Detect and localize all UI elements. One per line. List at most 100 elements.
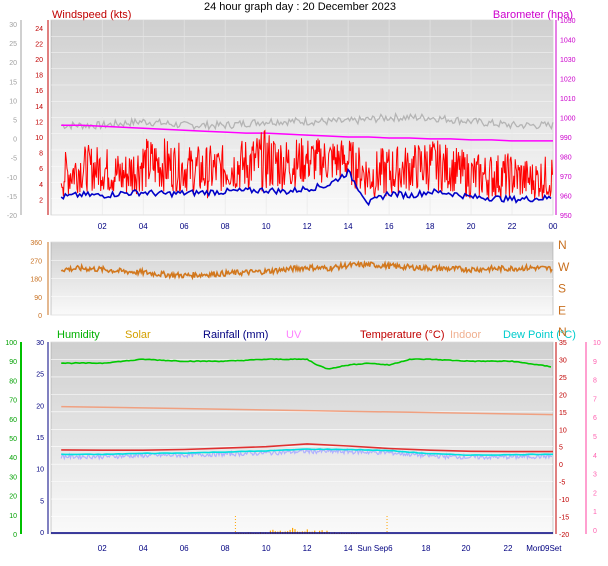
temp-x-tick-label: Sun Sep6: [357, 544, 393, 553]
uv-tick-label: 5: [593, 434, 597, 441]
wind-x-tick-label: 04: [139, 222, 148, 231]
humidity-tick-label: 70: [9, 398, 17, 405]
barometer-tick-label: 950: [560, 213, 572, 220]
wind-x-tick-label: 08: [221, 222, 230, 231]
temp-x-tick-label: 10: [262, 544, 271, 553]
legend-solar: Solar: [125, 329, 151, 341]
humidity-tick-label: 90: [9, 359, 17, 366]
direction-tick-label: 270: [30, 258, 42, 265]
windspeed-tick-label: 18: [35, 73, 43, 80]
wind-x-tick-label: 10: [262, 222, 271, 231]
temperature-tick-label: 25: [559, 375, 567, 382]
temp-x-tick-label: Mon: [526, 544, 542, 553]
rainfall-tick-label: 20: [36, 403, 44, 410]
uv-tick-label: 7: [593, 396, 597, 403]
wind-x-tick-label: 20: [467, 222, 476, 231]
temperature-tick-label: -5: [559, 480, 565, 487]
humidity-tick-label: 20: [9, 494, 17, 501]
barometer-tick-label: 960: [560, 194, 572, 201]
rainfall-tick-label: 10: [36, 467, 44, 474]
wind-outer-tick-label: 10: [9, 98, 17, 105]
uv-tick-label: 1: [593, 509, 597, 516]
barometer-tick-label: 1020: [560, 77, 576, 84]
temp-x-tick-label: 04: [139, 544, 148, 553]
windspeed-tick-label: 6: [39, 166, 43, 173]
uv-tick-label: 0: [593, 528, 597, 535]
wind-outer-tick-label: -15: [7, 194, 17, 201]
legend-indoor: Indoor: [450, 329, 482, 341]
temp-x-tick-label: 14: [344, 544, 353, 553]
chart-title: 24 hour graph day : 20 December 2023: [204, 1, 396, 13]
humidity-tick-label: 0: [13, 532, 17, 539]
barometer-tick-label: 1040: [560, 38, 576, 45]
wind-outer-tick-label: 15: [9, 79, 17, 86]
uv-tick-label: 9: [593, 359, 597, 366]
rainfall-tick-label: 15: [36, 435, 44, 442]
wind-outer-tick-label: 5: [13, 118, 17, 125]
rainfall-tick-label: 0: [40, 530, 44, 537]
humidity-tick-label: 10: [9, 513, 17, 520]
humidity-tick-label: 80: [9, 378, 17, 385]
compass-label: N: [558, 238, 567, 252]
windspeed-tick-label: 4: [39, 182, 43, 189]
temperature-tick-label: -10: [559, 497, 569, 504]
direction-tick-label: 180: [30, 277, 42, 284]
direction-tick-label: 360: [30, 240, 42, 247]
temp-x-tick-label: 18: [422, 544, 431, 553]
temp-x-tick-label: 12: [303, 544, 312, 553]
wind-x-tick-label: 12: [303, 222, 312, 231]
windspeed-tick-label: 24: [35, 26, 43, 33]
humidity-tick-label: 50: [9, 436, 17, 443]
rainfall-tick-label: 25: [36, 372, 44, 379]
legend-uv: UV: [286, 329, 302, 341]
humidity-tick-label: 100: [5, 340, 17, 347]
wind-outer-tick-label: -20: [7, 213, 17, 220]
barometer-tick-label: 980: [560, 155, 572, 162]
humidity-tick-label: 60: [9, 417, 17, 424]
windspeed-tick-label: 16: [35, 88, 43, 95]
uv-tick-label: 10: [593, 340, 601, 347]
temp-x-tick-label: 22: [504, 544, 513, 553]
temperature-tick-label: 30: [559, 357, 567, 364]
wind-x-tick-label: 16: [385, 222, 394, 231]
temperature-tick-label: 5: [559, 445, 563, 452]
temperature-tick-label: 15: [559, 410, 567, 417]
barometer-tick-label: 970: [560, 174, 572, 181]
temp-x-tick-label: 08: [221, 544, 230, 553]
legend-rainfall: Rainfall (mm): [203, 329, 268, 341]
uv-tick-label: 8: [593, 378, 597, 385]
temp-x-tick-label: 06: [180, 544, 189, 553]
wind-x-tick-label: 18: [426, 222, 435, 231]
temperature-tick-label: 0: [559, 462, 563, 469]
temp-x-tick-label: 09Set: [541, 544, 563, 553]
humidity-tick-label: 30: [9, 474, 17, 481]
barometer-tick-label: 1050: [560, 18, 576, 25]
compass-label: S: [558, 282, 566, 296]
barometer-tick-label: 990: [560, 135, 572, 142]
windspeed-tick-label: 22: [35, 41, 43, 48]
direction-tick-label: 90: [34, 295, 42, 302]
rainfall-tick-label: 30: [36, 340, 44, 347]
temperature-tick-label: -20: [559, 532, 569, 539]
temperature-tick-label: 35: [559, 340, 567, 347]
temperature-tick-label: 10: [559, 427, 567, 434]
windspeed-tick-label: 2: [39, 197, 43, 204]
windspeed-tick-label: 10: [35, 135, 43, 142]
wind-outer-tick-label: 0: [13, 137, 17, 144]
wind-outer-tick-label: 20: [9, 60, 17, 67]
direction-tick-label: 0: [38, 313, 42, 320]
compass-label: E: [558, 303, 566, 317]
uv-tick-label: 3: [593, 472, 597, 479]
windspeed-label: Windspeed (kts): [52, 9, 131, 21]
temp-humidity-plot-area: [51, 342, 553, 534]
uv-tick-label: 4: [593, 453, 597, 460]
windspeed-tick-label: 12: [35, 119, 43, 126]
uv-tick-label: 6: [593, 415, 597, 422]
wind-outer-tick-label: -5: [11, 156, 17, 163]
temp-x-tick-label: 02: [98, 544, 107, 553]
wind-x-tick-label: 02: [98, 222, 107, 231]
wind-outer-tick-label: 25: [9, 41, 17, 48]
wind-x-tick-label: 22: [508, 222, 517, 231]
legend-temperature: Temperature (°C): [360, 329, 444, 341]
